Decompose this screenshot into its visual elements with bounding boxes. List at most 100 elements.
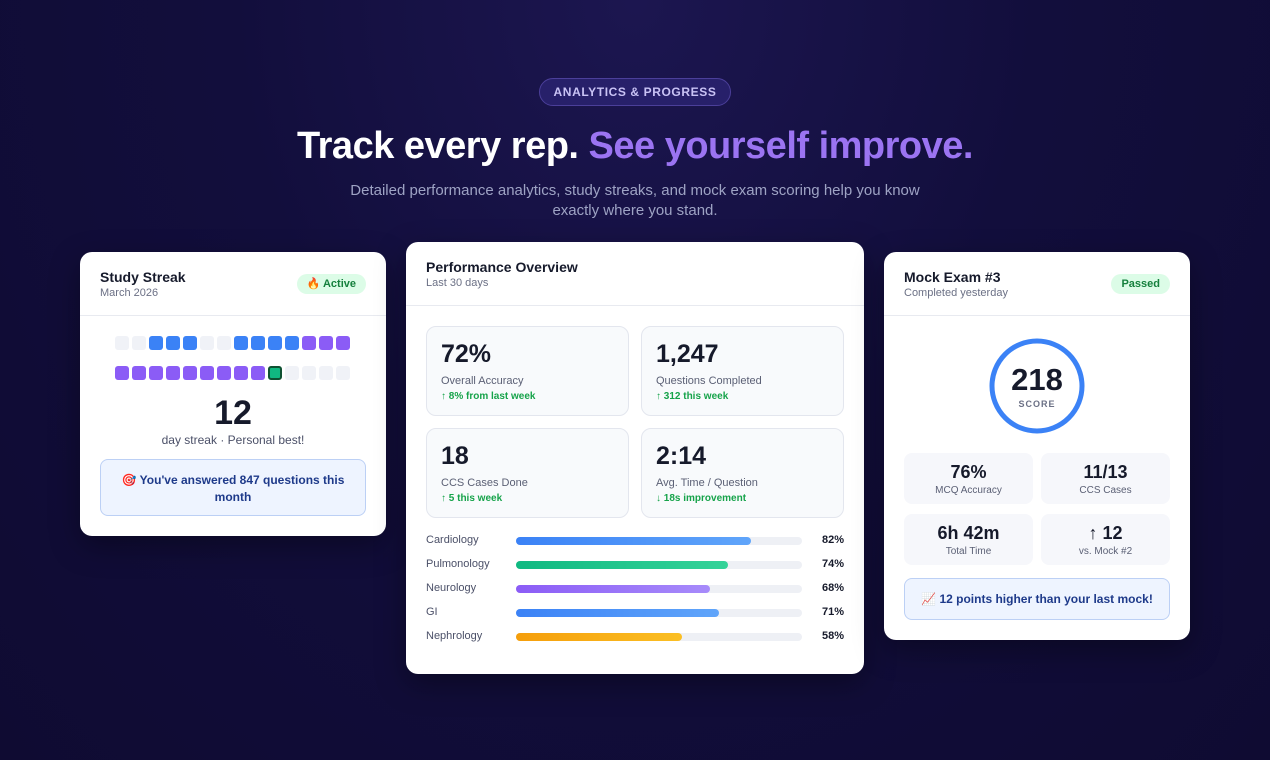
subject-percent: 58% xyxy=(821,630,844,642)
subject-bar-row: Neurology 68% xyxy=(426,582,844,606)
subject-percent: 74% xyxy=(821,558,844,570)
streak-day-blue xyxy=(251,336,265,350)
subject-bar-track xyxy=(516,561,802,569)
stat-value: 1,247 xyxy=(656,340,719,368)
streak-day-blue xyxy=(149,336,163,350)
subject-name: Nephrology xyxy=(426,630,483,642)
streak-day-purple xyxy=(234,366,248,380)
headline-main: Track every rep. xyxy=(297,125,579,167)
subject-name: Pulmonology xyxy=(426,558,490,570)
subject-bar-fill xyxy=(516,537,751,545)
score-value: 218 xyxy=(1011,362,1063,397)
card-header: Study Streak March 2026 🔥 Active xyxy=(80,252,386,316)
streak-day-purple xyxy=(319,336,333,350)
streak-label: day streak · Personal best! xyxy=(161,433,305,447)
calendar-row xyxy=(115,366,350,380)
streak-day-blue xyxy=(268,336,282,350)
hero-subline: Detailed performance analytics, study st… xyxy=(350,182,920,219)
streak-day-purple xyxy=(200,366,214,380)
stat-delta: ↑ 5 this week xyxy=(441,493,503,504)
mock-stat-value: 11/13 xyxy=(1083,462,1128,482)
stat-label: Questions Completed xyxy=(656,375,762,387)
mock-stat-label: MCQ Accuracy xyxy=(935,485,1002,496)
stat-delta: ↑ 312 this week xyxy=(656,391,729,402)
streak-day-empty xyxy=(132,336,146,350)
mock-exam-card: Mock Exam #3 Completed yesterday Passed … xyxy=(884,252,1190,640)
subject-bar-row: Cardiology 82% xyxy=(426,534,844,558)
subject-name: Neurology xyxy=(426,582,477,594)
stat-value: 18 xyxy=(441,442,469,470)
streak-day-empty xyxy=(217,336,231,350)
subject-bar-fill xyxy=(516,585,711,593)
subject-bar-fill xyxy=(516,609,720,617)
subject-bar-track xyxy=(516,633,802,641)
card-title: Study Streak xyxy=(100,269,186,285)
streak-day-empty xyxy=(115,336,129,350)
streak-count: 12 xyxy=(214,394,252,432)
subject-bar-row: Nephrology 58% xyxy=(426,630,844,654)
stat-delta: ↓ 18s improvement xyxy=(656,493,747,504)
streak-day-today xyxy=(268,366,282,380)
card-title: Performance Overview xyxy=(426,259,578,275)
subject-percent: 71% xyxy=(821,606,844,618)
mock-stat-label: vs. Mock #2 xyxy=(1078,546,1133,557)
streak-day-purple xyxy=(115,366,129,380)
subject-bar-fill xyxy=(516,633,682,641)
mock-stat-label: Total Time xyxy=(945,546,992,557)
streak-day-empty xyxy=(285,366,299,380)
card-header: Mock Exam #3 Completed yesterday Passed xyxy=(884,252,1190,316)
streak-day-blue xyxy=(234,336,248,350)
streak-day-purple xyxy=(336,336,350,350)
subject-bars: Cardiology 82% Pulmonology 74% Neurology 68% G… xyxy=(426,534,844,654)
stat-value: 2:14 xyxy=(656,442,707,470)
stat-label: CCS Cases Done xyxy=(441,477,528,489)
study-streak-card: Study Streak March 2026 🔥 Active 12 day … xyxy=(80,252,386,536)
streak-calendar xyxy=(115,336,350,396)
mock-stat-mcq: 76% MCQ Accuracy xyxy=(904,453,1033,504)
streak-day-purple xyxy=(183,366,197,380)
subject-bar-row: Pulmonology 74% xyxy=(426,558,844,582)
headline-accent: See yourself improve. xyxy=(588,125,974,167)
streak-day-empty xyxy=(302,366,316,380)
mock-stat-time: 6h 42m Total Time xyxy=(904,514,1033,565)
mock-stat-ccs: 11/13 CCS Cases xyxy=(1041,453,1170,504)
subject-bar-row: GI 71% xyxy=(426,606,844,630)
stat-ccs-cases: 18 CCS Cases Done ↑ 5 this week xyxy=(426,428,629,518)
subject-name: GI xyxy=(426,606,438,618)
subject-bar-track xyxy=(516,585,802,593)
headline: Track every rep. See yourself improve. xyxy=(0,124,1270,168)
section-pill: ANALYTICS & PROGRESS xyxy=(538,78,732,106)
streak-day-purple xyxy=(132,366,146,380)
stat-label: Overall Accuracy xyxy=(441,375,524,387)
mock-stat-label: CCS Cases xyxy=(1079,485,1132,496)
stat-avg-time: 2:14 Avg. Time / Question ↓ 18s improvem… xyxy=(641,428,844,518)
subject-percent: 68% xyxy=(821,582,844,594)
card-subtitle: Last 30 days xyxy=(426,277,489,289)
mock-stat-improvement: ↑ 12 vs. Mock #2 xyxy=(1041,514,1170,565)
stat-value: 72% xyxy=(441,340,492,368)
performance-overview-card: Performance Overview Last 30 days 72% Ov… xyxy=(406,242,864,674)
stat-overall-accuracy: 72% Overall Accuracy ↑ 8% from last week xyxy=(426,326,629,416)
streak-day-blue xyxy=(166,336,180,350)
streak-day-purple xyxy=(217,366,231,380)
streak-day-blue xyxy=(183,336,197,350)
card-subtitle: March 2026 xyxy=(100,287,159,299)
calendar-row xyxy=(115,336,350,350)
mock-stat-value: 6h 42m xyxy=(937,523,1000,543)
subject-name: Cardiology xyxy=(426,534,479,546)
streak-day-purple xyxy=(149,366,163,380)
hero-section: ANALYTICS & PROGRESS Track every rep. Se… xyxy=(0,78,1270,221)
streak-day-empty xyxy=(319,366,333,380)
card-header: Performance Overview Last 30 days xyxy=(406,242,864,306)
passed-badge: Passed xyxy=(1111,274,1170,294)
status-badge: 🔥 Active xyxy=(296,274,366,294)
questions-info-box: 🎯 You've answered 847 questions this mon… xyxy=(100,459,366,516)
streak-day-blue xyxy=(285,336,299,350)
card-title: Mock Exam #3 xyxy=(904,269,1001,285)
streak-day-purple xyxy=(251,366,265,380)
score-label: SCORE xyxy=(1018,399,1056,409)
card-subtitle: Completed yesterday xyxy=(904,287,1008,299)
subject-bar-track xyxy=(516,537,802,545)
mock-improvement-note: 📈 12 points higher than your last mock! xyxy=(904,578,1170,620)
score-ring-graphic xyxy=(989,338,1085,434)
